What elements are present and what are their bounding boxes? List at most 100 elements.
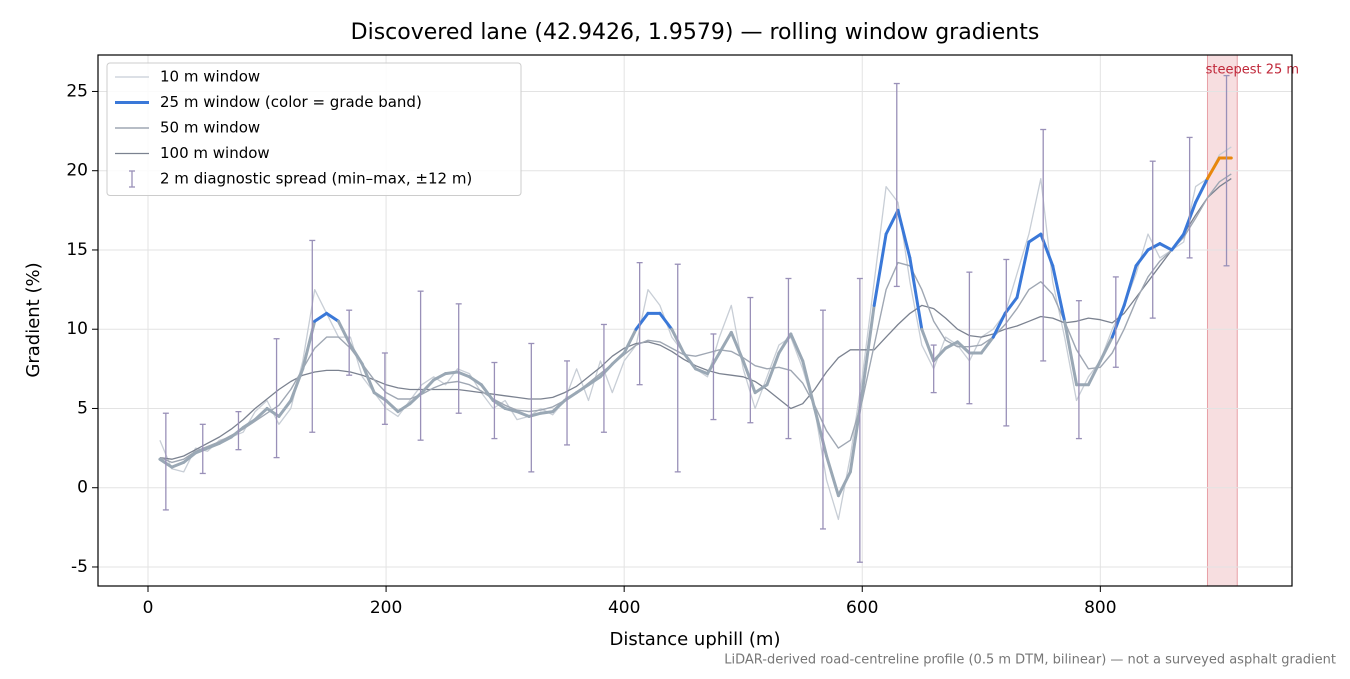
line-segment	[229, 425, 245, 439]
line-segment	[717, 330, 733, 355]
line-segment	[325, 311, 340, 323]
line-segment	[241, 418, 257, 429]
line-segment	[1027, 232, 1043, 244]
line-segment	[396, 402, 412, 414]
y-tick-label: -5	[71, 557, 88, 577]
x-tick-label: 200	[370, 598, 402, 618]
line-segment	[408, 391, 424, 406]
line-segment	[813, 406, 829, 458]
footnote: LiDAR-derived road-centreline profile (0…	[724, 653, 1336, 668]
line-segment	[313, 311, 329, 323]
line-segment	[194, 446, 210, 455]
line-segment	[1170, 232, 1186, 252]
y-tick-label: 10	[66, 319, 88, 339]
line-segment	[360, 362, 376, 395]
line-segment	[539, 410, 555, 415]
line-segment	[467, 375, 483, 387]
line-segment	[575, 383, 590, 395]
line-segment	[1110, 303, 1126, 339]
line-segment	[586, 375, 602, 387]
plot-frame	[97, 54, 1293, 587]
x-tick-label: 400	[608, 598, 640, 618]
line-segment	[348, 343, 364, 366]
line-segment	[884, 208, 900, 236]
line-segment	[908, 256, 924, 331]
line-segment	[1134, 248, 1150, 268]
highlight-band	[1206, 54, 1238, 587]
line-segment	[955, 340, 971, 355]
line-segment	[1158, 242, 1174, 252]
legend-label: 2 m diagnostic spread (min–max, ±12 m)	[160, 170, 472, 188]
line-segment	[384, 399, 400, 414]
line-segment	[182, 451, 198, 464]
line-segment	[217, 435, 233, 445]
line-segment	[456, 370, 471, 379]
line-segment	[944, 340, 959, 350]
line-segment	[420, 378, 436, 395]
x-tick-label: 800	[1084, 598, 1116, 618]
line-segment	[1194, 177, 1209, 204]
x-tick-label: 0	[143, 598, 154, 618]
line-segment	[753, 383, 769, 395]
line-segment	[920, 327, 936, 363]
y-tick-label: 5	[77, 398, 88, 418]
line-segment	[825, 454, 840, 498]
x-axis-label: Distance uphill (m)	[610, 629, 781, 650]
legend-label: 50 m window	[160, 119, 260, 137]
line-segment	[1051, 264, 1067, 323]
legend-label: 10 m window	[160, 68, 260, 86]
chart-title: Discovered lane (42.9426, 1.9579) — roll…	[351, 20, 1040, 45]
line-segment	[836, 470, 852, 498]
y-tick-label: 0	[77, 478, 88, 498]
line-segment	[860, 303, 876, 395]
line-segment	[551, 399, 567, 414]
line-segment	[1205, 156, 1221, 181]
legend-box	[106, 62, 522, 196]
line-segment	[1015, 240, 1031, 300]
line-segment	[789, 332, 805, 363]
y-axis-label: Gradient (%)	[23, 262, 44, 377]
line-segment	[372, 391, 388, 403]
line-segment	[491, 399, 507, 410]
line-segment	[1063, 319, 1079, 387]
line-segment	[932, 346, 948, 363]
line-segment	[503, 406, 519, 414]
line-segment	[1146, 242, 1162, 252]
y-tick-label: 25	[66, 81, 88, 101]
legend-label: 100 m window	[160, 144, 270, 162]
line-segment	[479, 383, 495, 403]
line-segment	[289, 367, 305, 403]
line-segment	[515, 410, 531, 418]
line-segment	[432, 372, 448, 382]
line-segment	[444, 370, 460, 376]
line-segment	[991, 311, 1007, 339]
line-segment	[729, 330, 745, 363]
line-segment	[658, 311, 674, 331]
line-segment	[1086, 359, 1102, 387]
line-segment	[336, 319, 352, 347]
line-segment	[979, 335, 995, 355]
line-segment	[622, 327, 638, 355]
line-segment	[1098, 335, 1114, 363]
line-segment	[277, 399, 293, 418]
line-segment	[682, 351, 698, 371]
highlight-label: steepest 25 m	[1206, 63, 1299, 78]
line-segment	[896, 208, 912, 260]
line-segment	[1003, 296, 1019, 315]
series-line	[159, 173, 1232, 464]
line-segment	[1122, 264, 1138, 307]
series-line	[159, 178, 1232, 460]
x-tick-label: 600	[846, 598, 878, 618]
line-segment	[765, 351, 781, 387]
line-segment	[872, 232, 888, 307]
line-segment	[206, 441, 221, 450]
y-tick-label: 15	[66, 240, 88, 260]
line-segment	[694, 367, 709, 376]
line-segment	[741, 359, 757, 395]
line-segment	[634, 311, 650, 331]
line-segment	[170, 460, 186, 469]
line-segment	[253, 406, 269, 422]
legend-label: 25 m window (color = grade band)	[160, 93, 422, 111]
line-segment	[598, 362, 614, 379]
